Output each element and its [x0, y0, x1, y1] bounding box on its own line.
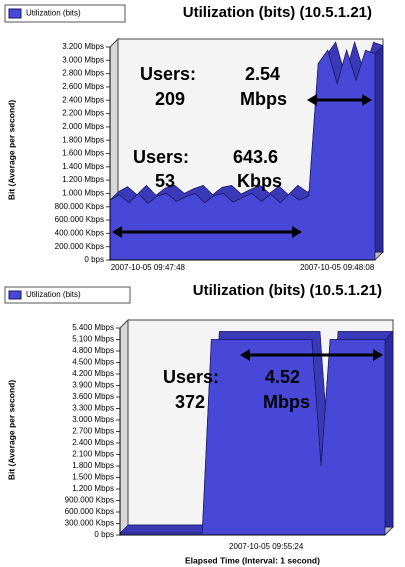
y-tick-label: 600.000 Kbps [65, 507, 114, 516]
y-tick-label: 800.000 Kbps [55, 202, 104, 211]
x-axis-title: Elapsed Time (Interval: 1 second) [185, 555, 320, 565]
annotation: 53 [155, 171, 175, 191]
annotation: Users: [163, 367, 219, 387]
area [119, 339, 386, 536]
legend-label: Utilization (bits) [26, 290, 81, 299]
y-tick-label: 1.200 Mbps [62, 175, 104, 184]
y-tick-label: 900.000 Kbps [65, 496, 114, 505]
x-tick-label: 2007-10-05 09:47:48 [111, 263, 186, 272]
y-tick-label: 1.000 Mbps [62, 189, 104, 198]
y-tick-label: 4.200 Mbps [72, 369, 114, 378]
y-tick-label: 0 bps [84, 255, 104, 264]
y-tick-label: 3.000 Mbps [62, 55, 104, 64]
y-tick-label: 3.300 Mbps [72, 404, 114, 413]
annotation: 2.54 [245, 64, 280, 84]
y-tick-label: 3.600 Mbps [72, 392, 114, 401]
y-tick-label: 3.200 Mbps [62, 42, 104, 51]
x-tick-label: 2007-10-05 09:48:08 [300, 263, 375, 272]
y-axis-title: Bit (Average per second) [6, 380, 16, 480]
legend-swatch [8, 8, 22, 19]
y-tick-label: 5.400 Mbps [72, 323, 114, 332]
y-tick-label: 2.000 Mbps [62, 122, 104, 131]
y-tick-label: 600.000 Kbps [55, 215, 104, 224]
annotation: 643.6 [233, 147, 278, 167]
area [109, 48, 376, 261]
arrow-head [112, 226, 122, 238]
legend-box [4, 286, 131, 304]
legend-label: Utilization (bits) [26, 9, 81, 18]
annotation: Users: [133, 147, 189, 167]
y-tick-label: 5.100 Mbps [72, 335, 114, 344]
y-tick-label: 1.200 Mbps [72, 484, 114, 493]
arrow-head [240, 349, 250, 361]
annotation: Mbps [263, 392, 310, 412]
x-tick-label: 2007-10-05 09:55:24 [229, 542, 304, 551]
y-tick-label: 1.800 Mbps [62, 135, 104, 144]
y-tick-label: 0 bps [94, 530, 114, 539]
annotation: 372 [175, 392, 205, 412]
y-tick-label: 1.500 Mbps [72, 473, 114, 482]
y-tick-label: 300.000 Kbps [65, 519, 114, 528]
arrow-head [292, 226, 302, 238]
y-tick-label: 3.000 Mbps [72, 415, 114, 424]
y-tick-label: 2.600 Mbps [62, 82, 104, 91]
arrow-head [307, 94, 317, 106]
y-tick-label: 2.100 Mbps [72, 450, 114, 459]
y-axis-title: Bit (Average per second) [6, 100, 16, 200]
y-tick-label: 2.200 Mbps [62, 109, 104, 118]
legend-swatch [8, 290, 22, 300]
legend-box [4, 4, 126, 23]
side-wall [119, 318, 129, 537]
y-tick-label: 400.000 Kbps [55, 228, 104, 237]
y-tick-label: 3.900 Mbps [72, 381, 114, 390]
annotation: Kbps [237, 171, 282, 191]
y-tick-label: 2.700 Mbps [72, 427, 114, 436]
y-tick-label: 4.800 Mbps [72, 346, 114, 355]
chart-title: Utilization (bits) (10.5.1.21) [183, 4, 372, 21]
arrow-head [362, 94, 372, 106]
arrow-head [373, 349, 383, 361]
chart-title: Utilization (bits) (10.5.1.21) [193, 282, 382, 299]
annotation: Users: [140, 64, 196, 84]
annotation: 4.52 [265, 367, 300, 387]
annotation: 209 [155, 89, 185, 109]
y-tick-label: 1.800 Mbps [72, 461, 114, 470]
y-tick-label: 2.800 Mbps [62, 69, 104, 78]
y-tick-label: 1.400 Mbps [62, 162, 104, 171]
y-tick-label: 2.400 Mbps [62, 95, 104, 104]
y-tick-label: 4.500 Mbps [72, 358, 114, 367]
annotation: Mbps [240, 89, 287, 109]
y-tick-label: 1.600 Mbps [62, 149, 104, 158]
y-tick-label: 200.000 Kbps [55, 242, 104, 251]
y-tick-label: 2.400 Mbps [72, 438, 114, 447]
